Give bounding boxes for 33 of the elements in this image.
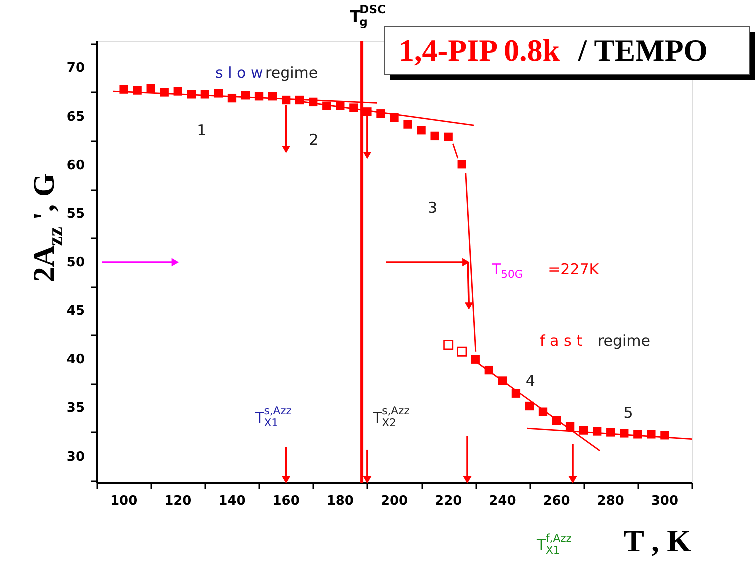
y-tick-label: 60: [66, 158, 85, 174]
y-tick-label: 70: [66, 61, 85, 76]
x-axis-title: T , K: [624, 524, 692, 558]
annotation: regime: [266, 64, 318, 82]
x-tick-label: 100: [110, 494, 138, 509]
y-tick-label: 45: [66, 304, 85, 320]
annotation: 5: [624, 404, 634, 422]
x-tick-label: 200: [380, 494, 408, 509]
annotation: 2: [309, 131, 319, 150]
y-tick-label: 55: [66, 206, 85, 222]
x-tick-label: 220: [435, 494, 462, 509]
x-tick-label: 180: [326, 494, 354, 509]
x-tick-label: 240: [489, 494, 516, 509]
y-tick-label: 50: [66, 255, 85, 270]
y-tick-label: 65: [66, 110, 85, 125]
annotation: =227K: [548, 260, 600, 278]
x-tick-label: 140: [218, 494, 246, 509]
annotation: regime: [598, 332, 651, 350]
y-tick-label: 30: [66, 450, 85, 465]
x-tick-label: 260: [543, 494, 570, 509]
y-axis-title: 2Azz', G: [28, 174, 68, 282]
x-tick-label: 120: [164, 494, 192, 509]
annotation: 1: [197, 121, 207, 140]
annotation: s l o w: [216, 64, 264, 82]
x-tick-label: 300: [651, 494, 679, 509]
annotation: 3: [428, 199, 438, 218]
y-tick-label: 35: [66, 401, 85, 416]
y-tick-label: 40: [66, 352, 85, 368]
x-tick-label: 160: [272, 494, 300, 509]
annotation: 4: [526, 372, 536, 390]
x-tick-label: 280: [597, 494, 624, 509]
chart-title: 1,4-PIP 0.8k / TEMPO: [399, 33, 708, 68]
annotation: f a s t: [540, 332, 583, 350]
